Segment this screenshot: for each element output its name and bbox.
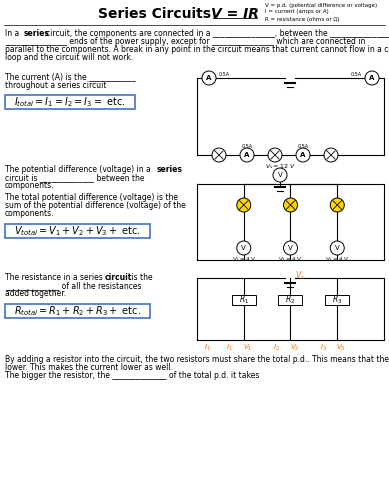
Circle shape	[237, 241, 251, 255]
Text: $V_1 = 4\ V$: $V_1 = 4\ V$	[231, 256, 256, 264]
Text: Series Circuits: Series Circuits	[98, 7, 212, 21]
Text: ________________ ends of the power supply, except for ________________ which are: ________________ ends of the power suppl…	[5, 36, 365, 46]
Text: $V_2 = 4\ V$: $V_2 = 4\ V$	[278, 256, 303, 264]
Circle shape	[237, 198, 251, 212]
Circle shape	[324, 148, 338, 162]
Text: V = IR: V = IR	[211, 7, 259, 21]
Circle shape	[284, 198, 298, 212]
Text: circuit, the components are connected in a ________________, between the _______: circuit, the components are connected in…	[46, 28, 389, 38]
Text: added together.: added together.	[5, 290, 66, 298]
Circle shape	[330, 198, 344, 212]
Text: $V_1$: $V_1$	[243, 343, 252, 353]
Text: $V_3 = 4\ V$: $V_3 = 4\ V$	[325, 256, 349, 264]
Text: A: A	[244, 152, 250, 158]
Text: $V_{total} = V_1 + V_2 + V_3 + $ etc.: $V_{total} = V_1 + V_2 + V_3 + $ etc.	[14, 224, 141, 238]
Text: 0.5A: 0.5A	[219, 72, 230, 78]
Text: components.: components.	[5, 182, 54, 190]
Circle shape	[330, 241, 344, 255]
Text: $R_{total} = R_1 + R_2 + R_3 + $ etc.: $R_{total} = R_1 + R_2 + R_3 + $ etc.	[14, 304, 141, 318]
Text: $I_1$: $I_1$	[204, 343, 210, 353]
Text: circuit: circuit	[105, 274, 132, 282]
Text: The current (A) is the ____________: The current (A) is the ____________	[5, 72, 135, 82]
Text: is the: is the	[129, 274, 152, 282]
Text: $I_{total} = I_1 = I_2 = I_3 = $ etc.: $I_{total} = I_1 = I_2 = I_3 = $ etc.	[14, 95, 126, 109]
Circle shape	[273, 168, 287, 182]
Circle shape	[268, 148, 282, 162]
Text: $V_s = 12\ V$: $V_s = 12\ V$	[265, 162, 296, 172]
Text: The bigger the resistor, the ______________ of the total p.d. it takes: The bigger the resistor, the ___________…	[5, 372, 259, 380]
Text: series: series	[24, 28, 50, 38]
Text: The resistance in a series: The resistance in a series	[5, 274, 105, 282]
Circle shape	[212, 148, 226, 162]
Text: By adding a resistor into the circuit, the two resistors must share the total p.: By adding a resistor into the circuit, t…	[5, 356, 389, 364]
Circle shape	[202, 71, 216, 85]
Text: $R_2$: $R_2$	[286, 294, 296, 306]
Text: 0.5A: 0.5A	[298, 144, 308, 148]
Text: The potential difference (voltage) in a: The potential difference (voltage) in a	[5, 166, 153, 174]
Text: 0.5A: 0.5A	[351, 72, 362, 78]
Text: components.: components.	[5, 210, 54, 218]
Text: V: V	[288, 245, 293, 251]
Text: $V_2$: $V_2$	[290, 343, 299, 353]
Text: The total potential difference (voltage) is the: The total potential difference (voltage)…	[5, 194, 178, 202]
Text: $R_3$: $R_3$	[332, 294, 342, 306]
Text: V = p.d. (potential difference or voltage): V = p.d. (potential difference or voltag…	[265, 2, 377, 7]
Text: A: A	[300, 152, 306, 158]
Text: A: A	[206, 75, 212, 81]
Text: lower. This makes the current lower as well.: lower. This makes the current lower as w…	[5, 364, 173, 372]
Text: $I_1$: $I_1$	[226, 343, 233, 353]
Text: $V_s$: $V_s$	[295, 270, 305, 282]
Text: 0.5A: 0.5A	[242, 144, 252, 148]
Text: In a: In a	[5, 28, 22, 38]
Text: V: V	[278, 172, 282, 178]
Text: $R_1$: $R_1$	[239, 294, 249, 306]
Text: ______________ of all the resistances: ______________ of all the resistances	[5, 282, 142, 290]
FancyBboxPatch shape	[5, 95, 135, 109]
Bar	[325, 295, 349, 305]
Circle shape	[296, 148, 310, 162]
Text: A: A	[369, 75, 375, 81]
Text: sum of the potential difference (voltage) of the: sum of the potential difference (voltage…	[5, 202, 186, 210]
Text: $I_3$: $I_3$	[320, 343, 327, 353]
Text: throughout a series circuit: throughout a series circuit	[5, 80, 107, 90]
Text: parallel to the components. A break in any point in the circuit means that curre: parallel to the components. A break in a…	[5, 44, 389, 54]
Circle shape	[284, 241, 298, 255]
Text: loop and the circuit will not work.: loop and the circuit will not work.	[5, 52, 133, 62]
Circle shape	[240, 148, 254, 162]
Text: V: V	[242, 245, 246, 251]
Bar	[232, 295, 256, 305]
FancyBboxPatch shape	[5, 304, 150, 318]
Text: $I_2$: $I_2$	[273, 343, 280, 353]
Bar	[279, 295, 303, 305]
FancyBboxPatch shape	[5, 224, 150, 238]
Text: V: V	[335, 245, 340, 251]
Text: series: series	[157, 166, 183, 174]
Circle shape	[365, 71, 379, 85]
Text: $V_3$: $V_3$	[336, 343, 346, 353]
Text: I = current (amps or A): I = current (amps or A)	[265, 10, 329, 14]
Text: R = resistance (ohms or Ω): R = resistance (ohms or Ω)	[265, 16, 340, 21]
Text: circuit is ______________ between the: circuit is ______________ between the	[5, 174, 144, 182]
